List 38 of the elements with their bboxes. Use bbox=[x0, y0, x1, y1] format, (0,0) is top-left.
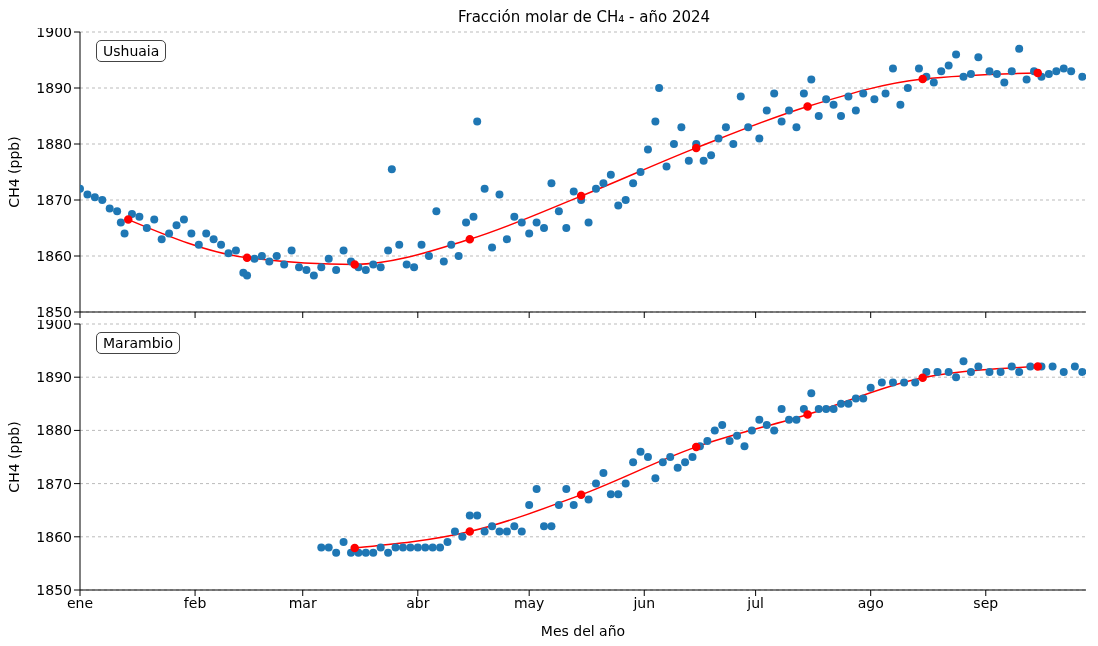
point bbox=[465, 234, 475, 244]
point bbox=[465, 527, 475, 536]
point bbox=[918, 74, 927, 84]
x-tick-label: may bbox=[513, 594, 545, 611]
x-tick-label: ago bbox=[857, 594, 884, 611]
y-tick-label: 1890 bbox=[36, 369, 72, 386]
point bbox=[1033, 362, 1042, 371]
chart-title: Fracción molar de CH₄ - año 2024 bbox=[457, 8, 711, 26]
y-tick-label: 1890 bbox=[36, 79, 72, 96]
point bbox=[350, 543, 359, 553]
y-tick-label: 1880 bbox=[36, 422, 72, 439]
point bbox=[576, 490, 586, 500]
point bbox=[691, 442, 701, 452]
y-axis-title: CH4 (ppb) bbox=[5, 136, 22, 208]
x-tick-label: mar bbox=[288, 594, 317, 611]
x-tick-label: jul bbox=[746, 594, 764, 611]
point bbox=[124, 215, 133, 224]
annotation: Marambio bbox=[96, 332, 180, 354]
point bbox=[691, 143, 701, 153]
point bbox=[803, 102, 812, 111]
y-tick-label: 1860 bbox=[36, 247, 72, 264]
y-tick-label: 1870 bbox=[36, 475, 72, 492]
x-tick-label: feb bbox=[183, 594, 207, 611]
x-tick-label: jun bbox=[632, 594, 656, 611]
point bbox=[918, 373, 927, 382]
point bbox=[242, 253, 252, 262]
y-tick-label: 1880 bbox=[36, 135, 72, 152]
y-tick-label: 1860 bbox=[36, 528, 72, 545]
y-axis-title: CH4 (ppb) bbox=[5, 421, 22, 493]
point bbox=[803, 410, 812, 419]
x-tick-label: abr bbox=[406, 594, 430, 611]
x-tick-label: sep bbox=[973, 594, 999, 611]
x-axis-title: Mes del año bbox=[540, 623, 626, 639]
point bbox=[350, 260, 359, 269]
point bbox=[576, 191, 586, 201]
y-tick-label: 1870 bbox=[36, 191, 72, 208]
y-tick-label: 1850 bbox=[36, 303, 72, 320]
annotation: Ushuaia bbox=[96, 40, 167, 62]
